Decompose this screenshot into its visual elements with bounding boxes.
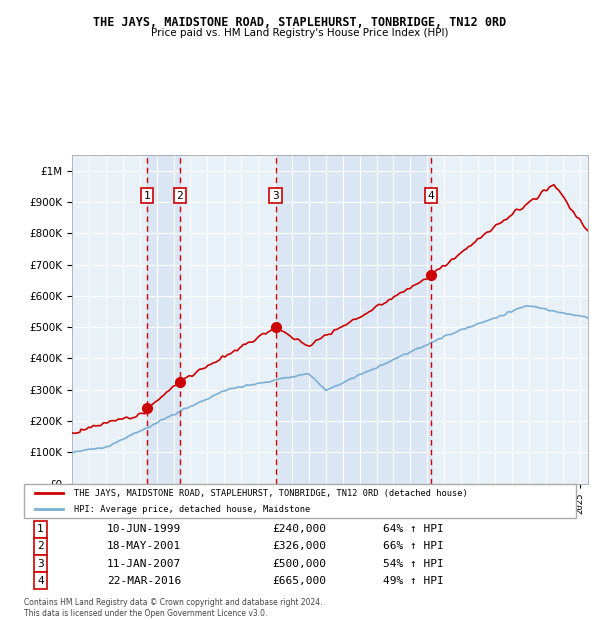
Text: Price paid vs. HM Land Registry's House Price Index (HPI): Price paid vs. HM Land Registry's House …	[151, 28, 449, 38]
FancyBboxPatch shape	[24, 484, 576, 518]
Text: 3: 3	[272, 191, 279, 201]
Text: 54% ↑ HPI: 54% ↑ HPI	[383, 559, 443, 569]
Text: 64% ↑ HPI: 64% ↑ HPI	[383, 525, 443, 534]
Text: £326,000: £326,000	[272, 541, 326, 551]
Text: 49% ↑ HPI: 49% ↑ HPI	[383, 576, 443, 586]
Bar	[147, 155, 180, 484]
Text: Contains HM Land Registry data © Crown copyright and database right 2024.: Contains HM Land Registry data © Crown c…	[24, 598, 323, 608]
Text: THE JAYS, MAIDSTONE ROAD, STAPLEHURST, TONBRIDGE, TN12 0RD (detached house): THE JAYS, MAIDSTONE ROAD, STAPLEHURST, T…	[74, 489, 467, 498]
Bar	[275, 155, 431, 484]
Text: 4: 4	[37, 576, 44, 586]
Text: 1: 1	[144, 191, 151, 201]
Text: £500,000: £500,000	[272, 559, 326, 569]
Text: £240,000: £240,000	[272, 525, 326, 534]
Text: 11-JAN-2007: 11-JAN-2007	[107, 559, 181, 569]
Text: 22-MAR-2016: 22-MAR-2016	[107, 576, 181, 586]
Text: HPI: Average price, detached house, Maidstone: HPI: Average price, detached house, Maid…	[74, 505, 310, 514]
Text: 18-MAY-2001: 18-MAY-2001	[107, 541, 181, 551]
Text: 2: 2	[176, 191, 184, 201]
Text: 1: 1	[37, 525, 44, 534]
Text: 66% ↑ HPI: 66% ↑ HPI	[383, 541, 443, 551]
Text: 10-JUN-1999: 10-JUN-1999	[107, 525, 181, 534]
Text: 4: 4	[428, 191, 434, 201]
Text: THE JAYS, MAIDSTONE ROAD, STAPLEHURST, TONBRIDGE, TN12 0RD: THE JAYS, MAIDSTONE ROAD, STAPLEHURST, T…	[94, 16, 506, 29]
Text: 3: 3	[37, 559, 44, 569]
Text: 2: 2	[37, 541, 44, 551]
Text: £665,000: £665,000	[272, 576, 326, 586]
Text: This data is licensed under the Open Government Licence v3.0.: This data is licensed under the Open Gov…	[24, 609, 268, 618]
